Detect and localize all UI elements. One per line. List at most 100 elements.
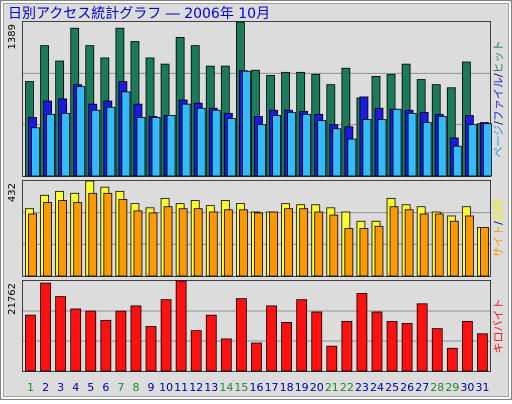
bar	[416, 303, 428, 372]
bar	[211, 109, 221, 177]
x-tick-label: 6	[102, 381, 109, 394]
legend-entry: ファイル	[492, 77, 505, 121]
bar	[31, 127, 40, 177]
x-tick-label: 16	[250, 381, 264, 394]
bar	[226, 118, 236, 177]
legend-entry: 訪問	[491, 199, 505, 221]
x-tick-label: 9	[148, 381, 155, 394]
legend-separator: /	[492, 121, 505, 125]
bar	[196, 107, 206, 177]
bar	[70, 308, 82, 372]
x-tick-label: 1	[27, 381, 34, 394]
bar	[205, 314, 217, 372]
bar	[103, 192, 113, 277]
bar	[483, 123, 492, 177]
bar	[58, 200, 68, 277]
x-tick-label: 10	[159, 381, 173, 394]
bar	[61, 112, 71, 177]
y-tick-label: 1389	[7, 24, 18, 49]
legend-separator: /	[492, 221, 505, 225]
bar	[386, 320, 398, 372]
x-tick-label: 28	[430, 381, 444, 394]
x-tick-label: 26	[400, 381, 414, 394]
x-tick-label: 7	[117, 381, 124, 394]
bar	[449, 220, 459, 277]
bar	[269, 211, 278, 277]
bar	[419, 213, 429, 277]
bar	[332, 128, 342, 177]
bar	[73, 202, 83, 277]
bar	[100, 319, 112, 372]
bar	[347, 138, 357, 177]
bar	[311, 311, 323, 372]
legend-entry: ページ	[492, 125, 505, 158]
x-tick-label: 20	[310, 381, 324, 394]
x-tick-label: 14	[219, 381, 233, 394]
bar	[242, 70, 251, 177]
x-tick-label: 18	[280, 381, 294, 394]
bar	[118, 199, 128, 277]
bar	[115, 310, 127, 372]
x-tick-label: 15	[234, 381, 248, 394]
x-tick-label: 22	[340, 381, 354, 394]
bar	[431, 328, 443, 372]
bar	[344, 228, 354, 277]
bar	[145, 326, 157, 372]
bar	[148, 212, 158, 277]
bar	[287, 111, 296, 177]
bar	[401, 323, 413, 372]
bar	[377, 119, 387, 177]
bar	[296, 299, 308, 372]
legend: サイト/訪問	[491, 199, 505, 258]
bar	[46, 113, 55, 177]
x-tick-label: 23	[355, 381, 369, 394]
bar	[88, 192, 98, 277]
bar	[302, 113, 312, 177]
bar	[106, 106, 116, 177]
bar	[392, 108, 402, 177]
bar	[43, 202, 52, 277]
bar	[257, 124, 266, 177]
bar	[239, 209, 248, 277]
bar	[329, 214, 339, 277]
y-tick-label: 432	[7, 183, 18, 202]
x-tick-label: 21	[325, 381, 339, 394]
legend-separator: /	[492, 73, 505, 77]
bar	[359, 228, 369, 277]
bar	[181, 103, 191, 177]
bar	[437, 116, 447, 177]
bar	[422, 122, 432, 177]
bar	[251, 342, 262, 372]
x-tick-label: 24	[370, 381, 384, 394]
x-tick-label: 3	[57, 381, 64, 394]
bar	[299, 208, 309, 277]
bar	[266, 305, 277, 372]
bar	[464, 215, 474, 277]
bar	[160, 299, 172, 372]
bar	[193, 208, 203, 277]
legend: キロバイト	[492, 299, 505, 354]
bar	[461, 320, 473, 372]
legend: ページ/ファイル/ヒット	[492, 40, 505, 157]
x-tick-label: 2	[42, 381, 49, 394]
bar	[341, 320, 353, 372]
bar	[356, 293, 368, 372]
bar	[136, 117, 146, 177]
x-tick-label: 27	[415, 381, 429, 394]
bar	[254, 212, 263, 277]
bar	[446, 347, 458, 372]
x-tick-label: 31	[475, 381, 489, 394]
x-tick-label: 11	[174, 381, 188, 394]
x-tick-label: 8	[132, 381, 139, 394]
chart-title: 日別アクセス統計グラフ ― 2006年 10月	[8, 6, 270, 22]
bar	[317, 120, 327, 177]
x-tick-label: 12	[189, 381, 203, 394]
bar	[434, 213, 444, 277]
x-tick-label: 17	[265, 381, 279, 394]
x-tick-label: 29	[445, 381, 459, 394]
bar	[326, 345, 338, 372]
x-tick-label: 25	[385, 381, 399, 394]
bar	[272, 115, 281, 177]
bar	[404, 209, 414, 277]
